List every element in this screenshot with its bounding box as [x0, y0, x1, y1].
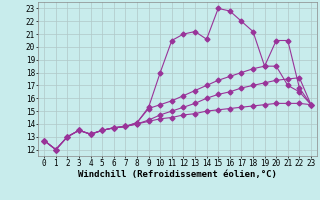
X-axis label: Windchill (Refroidissement éolien,°C): Windchill (Refroidissement éolien,°C)	[78, 170, 277, 179]
